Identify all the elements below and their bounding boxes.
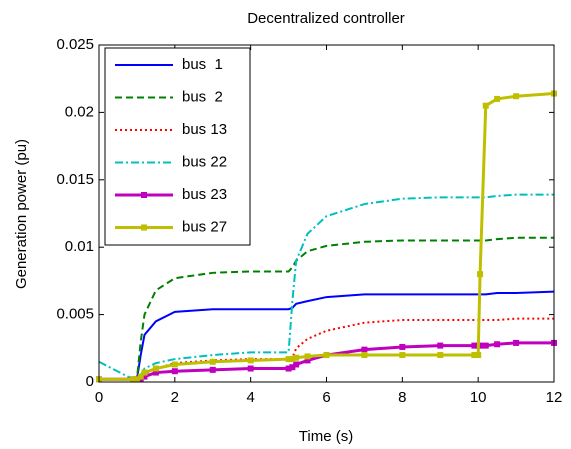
marker [304,353,311,360]
marker [494,341,501,348]
x-tick-label: 10 [470,389,487,406]
marker [475,352,482,359]
marker [304,357,311,364]
marker [141,369,148,376]
legend-label: bus 2 [182,88,223,105]
y-tick-label: 0 [86,373,94,390]
marker [171,361,178,368]
x-tick-label: 2 [171,389,179,406]
marker [285,356,292,363]
legend-label: bus 13 [182,121,227,138]
marker [289,356,296,363]
y-tick-label: 0.01 [65,238,94,255]
marker [482,102,489,109]
axes-frame [98,44,555,383]
y-tick-label: 0.015 [56,171,94,188]
y-tick-label: 0.025 [56,36,94,53]
marker [361,346,368,353]
marker [130,376,137,383]
x-tick-label: 8 [398,389,406,406]
legend-marker [141,192,147,198]
marker [247,365,254,372]
marker [152,365,159,372]
x-axis-label: Time (s) [299,428,353,445]
marker [285,365,292,372]
marker [137,373,144,380]
legend: bus 1 bus 2 bus 13 bus 22 bus 23 bus 27 [104,47,251,246]
marker [399,352,406,359]
y-axis-label: Generation power (pu) [13,139,30,289]
legend-label: bus 27 [182,218,227,235]
marker [513,339,520,346]
marker [209,366,216,373]
legend-label: bus 23 [182,186,227,203]
marker [133,376,140,383]
marker [477,342,484,349]
marker [289,364,296,371]
x-tick-label: 12 [546,389,563,406]
marker [437,352,444,359]
legend-marker [141,224,147,231]
marker [513,93,520,100]
marker [471,352,478,359]
marker [437,342,444,349]
marker [494,95,501,102]
chart-title: Decentralized controller [247,10,405,27]
marker [323,352,330,359]
marker [152,369,159,376]
marker [482,342,489,349]
marker [209,358,216,365]
marker [293,354,300,361]
x-tick-label: 0 [95,389,103,406]
y-tick-label: 0.005 [56,306,94,323]
x-tick-label: 4 [246,389,254,406]
marker [141,373,148,380]
x-tick-label: 6 [322,389,330,406]
marker [361,352,368,359]
y-tick-label: 0.02 [65,103,94,120]
marker [247,357,254,364]
series-line [99,236,554,381]
legend-label: bus 1 [182,56,223,73]
marker [171,368,178,375]
marker [293,361,300,368]
legend-label: bus 22 [182,153,227,170]
marker [399,343,406,350]
marker [477,271,484,278]
legend-box [104,47,251,246]
marker [471,342,478,349]
